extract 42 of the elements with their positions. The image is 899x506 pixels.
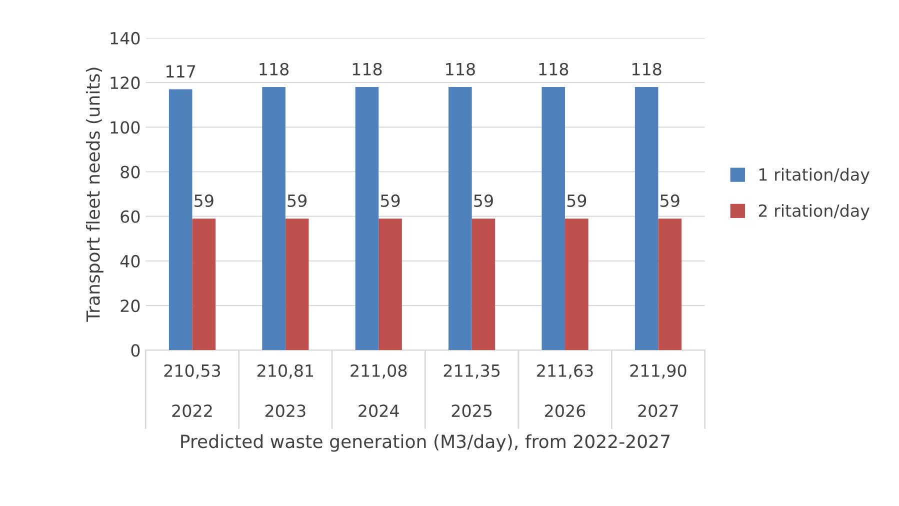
bar: [658, 218, 682, 350]
data-label: 59: [474, 194, 493, 208]
data-label: 118: [446, 62, 475, 76]
data-label: 59: [194, 194, 214, 208]
data-label: 118: [632, 62, 662, 76]
legend-label: 1 ritation/day: [759, 168, 870, 184]
bar: [448, 87, 472, 350]
bar: [634, 87, 658, 350]
data-label: 117: [166, 65, 196, 78]
bar: [542, 87, 566, 350]
category-label: 211,08 2024: [350, 364, 407, 418]
bar: [192, 218, 216, 350]
data-label: 118: [260, 62, 289, 76]
data-label: 59: [567, 194, 586, 208]
bar: [262, 87, 286, 350]
bar: [285, 218, 309, 350]
bar: [565, 218, 588, 350]
y-tick-label: 20: [120, 300, 140, 312]
bar: [378, 218, 402, 350]
data-label: 118: [352, 62, 382, 76]
data-label: 118: [539, 62, 568, 76]
category-label: 211,35 2025: [444, 364, 500, 418]
data-label: 59: [660, 194, 680, 208]
bar: [472, 218, 496, 350]
data-label: 59: [288, 194, 307, 208]
category-label: 210,53 2022: [164, 364, 220, 418]
y-tick-label: 100: [110, 121, 140, 134]
y-tick-label: 40: [120, 254, 140, 268]
y-tick-label: 80: [120, 166, 140, 178]
category-label: 211,63 2026: [537, 364, 593, 418]
data-label: 59: [380, 194, 400, 208]
y-tick-label: 60: [120, 210, 140, 223]
y-axis-title: Transport fleet needs (units): [86, 68, 104, 322]
x-axis-title: Predicted waste generation (M3/day), from 2022-2027: [181, 434, 670, 452]
legend-label: 2 ritation/day: [758, 204, 870, 220]
bar: [355, 87, 379, 350]
category-label: 210,81 2023: [257, 364, 314, 418]
y-tick-label: 120: [110, 76, 140, 90]
y-tick-label: 140: [110, 32, 140, 45]
bar: [168, 89, 192, 350]
category-label: 211,90 2027: [630, 364, 686, 418]
y-tick-label: 0: [131, 344, 140, 357]
